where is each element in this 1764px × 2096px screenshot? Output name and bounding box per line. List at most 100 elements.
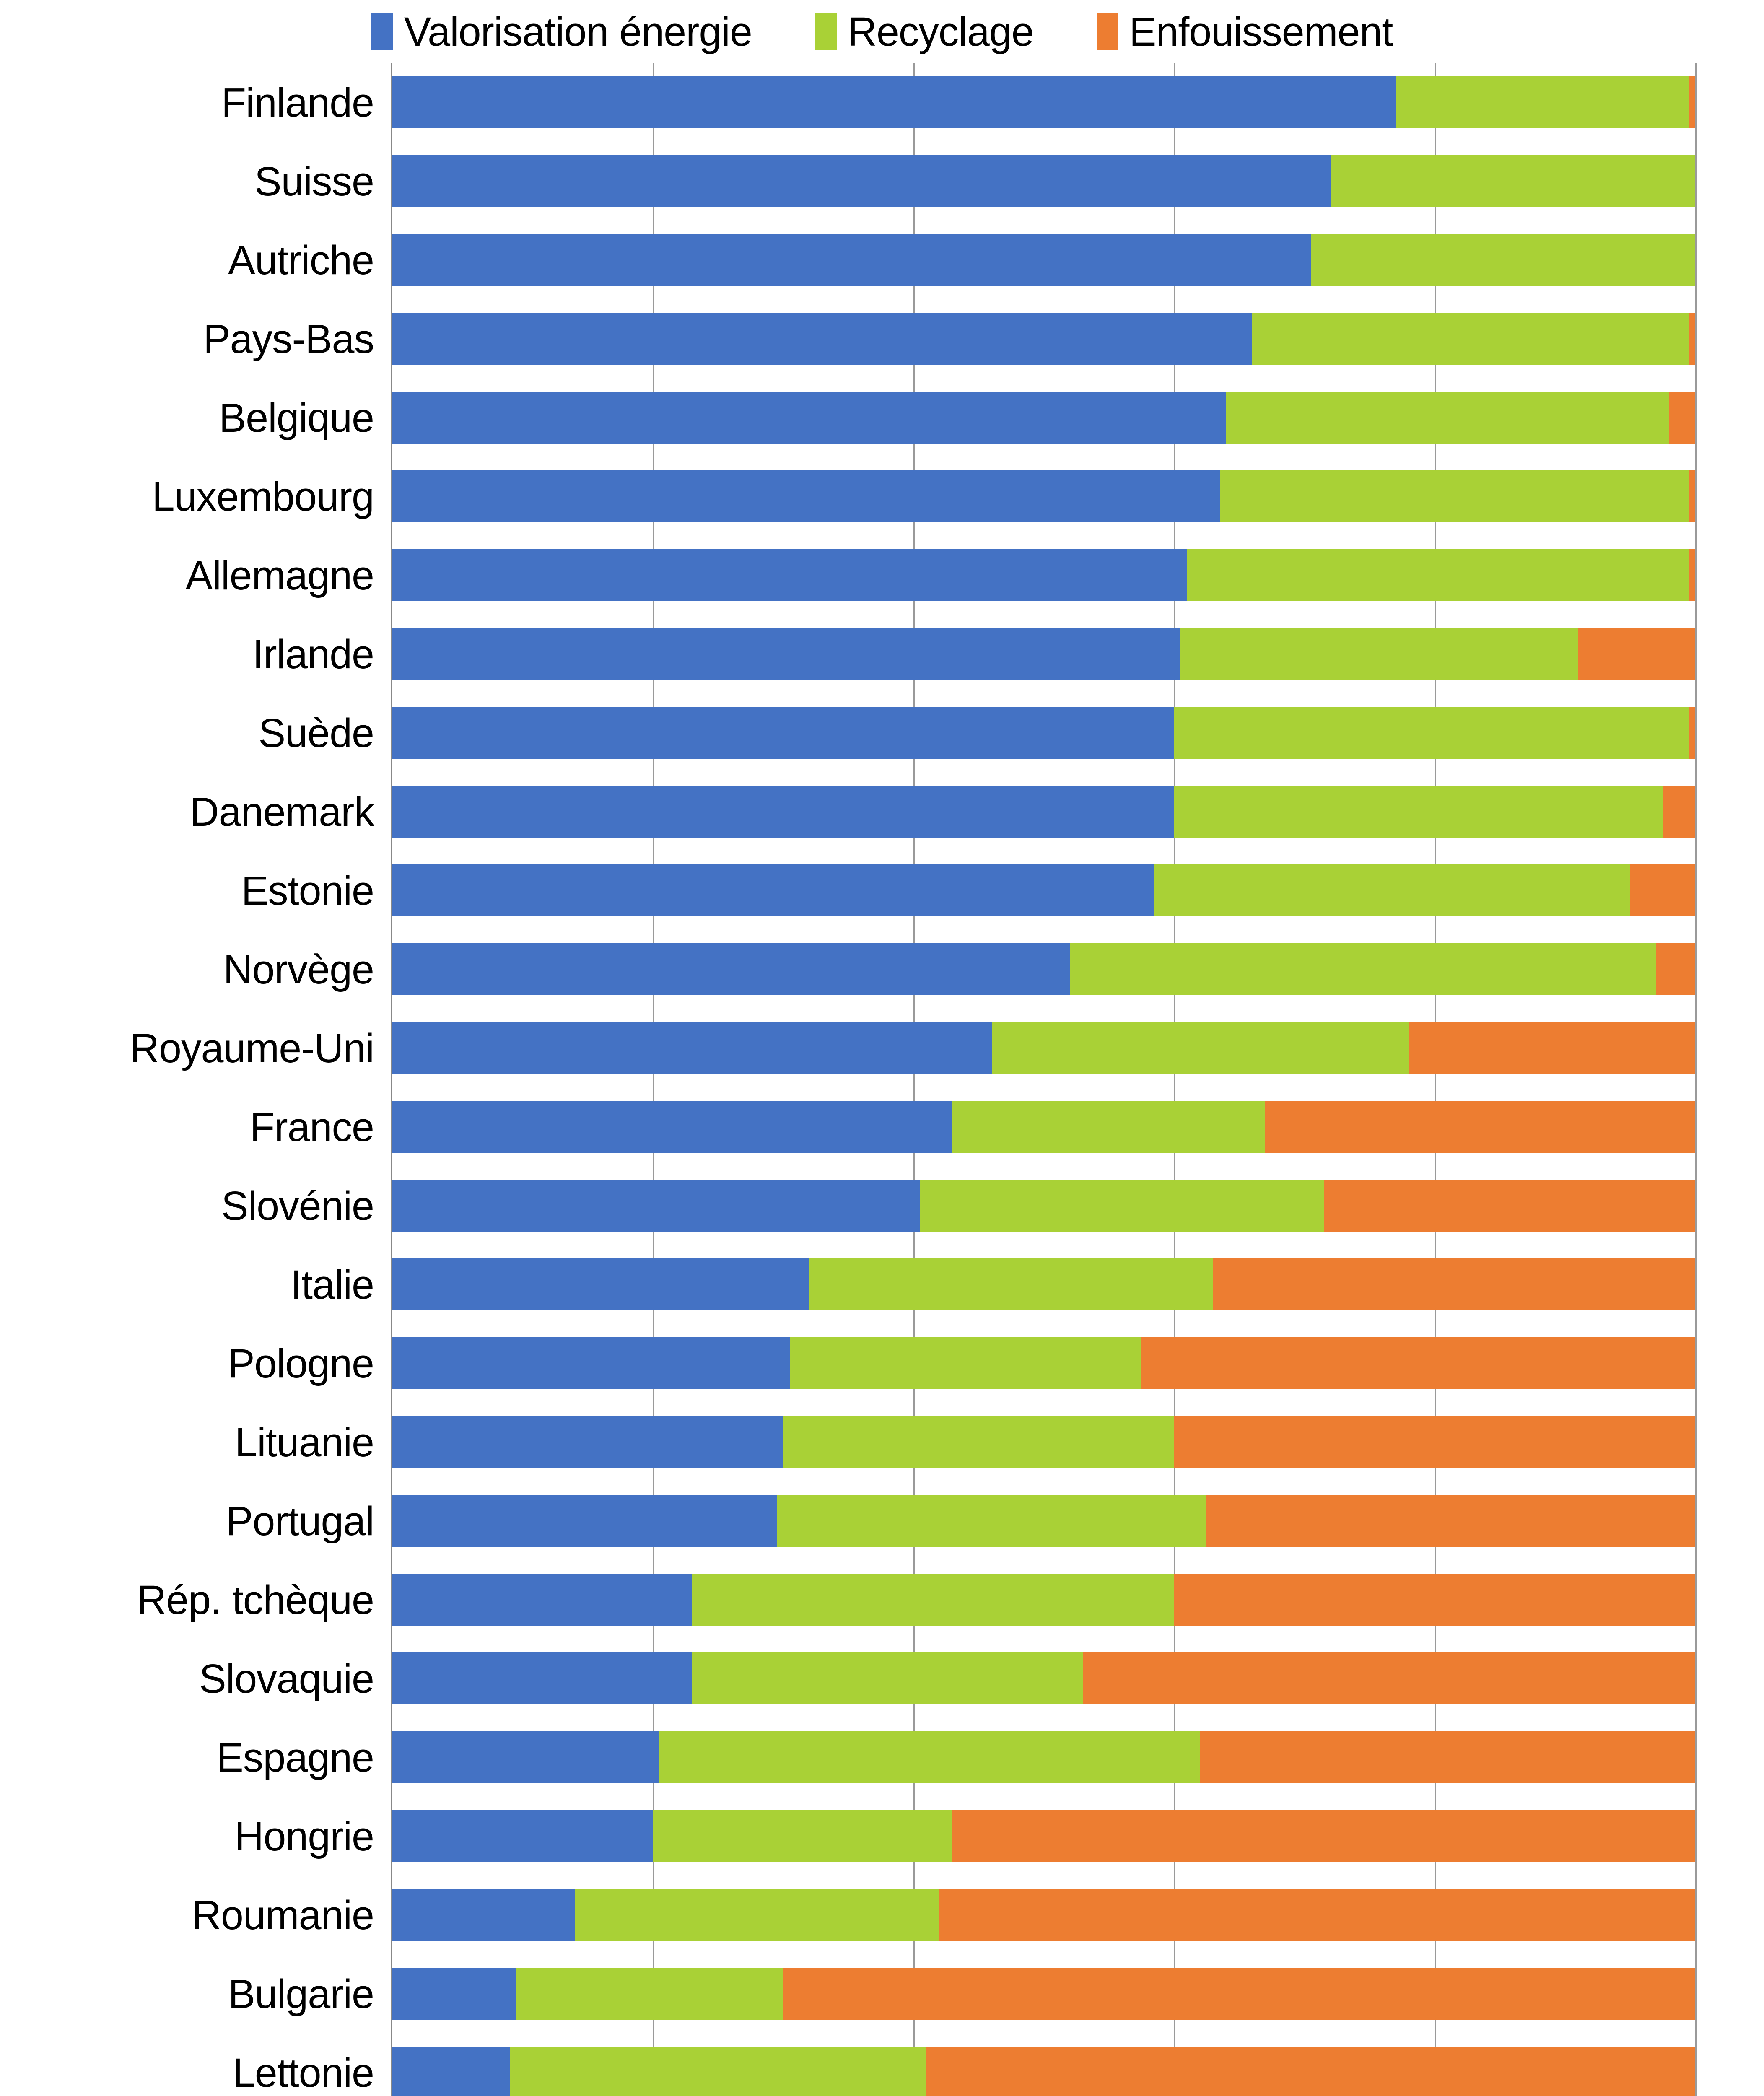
bar-segment[interactable]	[392, 234, 1311, 286]
bar-segment[interactable]	[392, 392, 1227, 444]
bar-segment[interactable]	[392, 1652, 692, 1704]
legend-item[interactable]: Enfouissement	[1096, 11, 1393, 52]
bar-segment[interactable]	[1252, 313, 1689, 365]
bar-stack[interactable]	[392, 786, 1695, 838]
bar-stack[interactable]	[392, 76, 1695, 128]
bar-stack[interactable]	[392, 470, 1695, 522]
bar-stack[interactable]	[392, 943, 1695, 995]
legend-item[interactable]: Valorisation énergie	[371, 11, 752, 52]
bar-segment[interactable]	[1578, 628, 1695, 680]
bar-segment[interactable]	[776, 1495, 1207, 1547]
bar-segment[interactable]	[1689, 313, 1695, 365]
bar-segment[interactable]	[1180, 628, 1578, 680]
bar-stack[interactable]	[392, 1337, 1695, 1389]
bar-segment[interactable]	[1656, 943, 1695, 995]
bar-segment[interactable]	[1070, 943, 1656, 995]
bar-segment[interactable]	[1689, 549, 1695, 601]
bar-segment[interactable]	[1396, 76, 1689, 128]
bar-segment[interactable]	[392, 549, 1187, 601]
bar-segment[interactable]	[392, 943, 1070, 995]
bar-segment[interactable]	[653, 1810, 953, 1862]
bar-segment[interactable]	[1330, 155, 1695, 207]
bar-segment[interactable]	[1174, 707, 1689, 759]
bar-segment[interactable]	[939, 1889, 1695, 1941]
bar-stack[interactable]	[392, 1968, 1695, 2020]
bar-segment[interactable]	[392, 786, 1174, 838]
bar-segment[interactable]	[575, 1889, 940, 1941]
bar-segment[interactable]	[392, 1101, 953, 1153]
bar-segment[interactable]	[1265, 1101, 1695, 1153]
bar-segment[interactable]	[692, 1652, 1083, 1704]
bar-stack[interactable]	[392, 234, 1695, 286]
bar-stack[interactable]	[392, 392, 1695, 444]
bar-segment[interactable]	[1669, 392, 1695, 444]
bar-segment[interactable]	[1324, 1180, 1695, 1232]
bar-segment[interactable]	[392, 470, 1220, 522]
bar-stack[interactable]	[392, 707, 1695, 759]
bar-segment[interactable]	[1226, 392, 1669, 444]
bar-stack[interactable]	[392, 549, 1695, 601]
bar-stack[interactable]	[392, 628, 1695, 680]
bar-stack[interactable]	[392, 1180, 1695, 1232]
bar-segment[interactable]	[809, 1258, 1214, 1310]
bar-segment[interactable]	[1174, 1574, 1695, 1626]
bar-segment[interactable]	[926, 2047, 1695, 2096]
bar-stack[interactable]	[392, 2047, 1695, 2096]
bar-stack[interactable]	[392, 1574, 1695, 1626]
bar-segment[interactable]	[659, 1731, 1200, 1783]
bar-segment[interactable]	[392, 864, 1155, 916]
bar-segment[interactable]	[1141, 1337, 1695, 1389]
bar-segment[interactable]	[1219, 470, 1689, 522]
bar-segment[interactable]	[1689, 76, 1695, 128]
bar-segment[interactable]	[392, 1889, 575, 1941]
bar-segment[interactable]	[1083, 1652, 1695, 1704]
bar-segment[interactable]	[392, 1258, 809, 1310]
bar-segment[interactable]	[1630, 864, 1695, 916]
bar-stack[interactable]	[392, 1101, 1695, 1153]
bar-stack[interactable]	[392, 1416, 1695, 1468]
bar-segment[interactable]	[516, 1968, 783, 2020]
bar-segment[interactable]	[392, 707, 1174, 759]
bar-segment[interactable]	[392, 313, 1253, 365]
bar-segment[interactable]	[783, 1968, 1695, 2020]
bar-segment[interactable]	[392, 628, 1181, 680]
bar-stack[interactable]	[392, 155, 1695, 207]
bar-segment[interactable]	[783, 1416, 1174, 1468]
bar-segment[interactable]	[1206, 1495, 1695, 1547]
bar-stack[interactable]	[392, 1889, 1695, 1941]
bar-segment[interactable]	[789, 1337, 1142, 1389]
bar-segment[interactable]	[920, 1180, 1324, 1232]
bar-segment[interactable]	[952, 1810, 1695, 1862]
legend-item[interactable]: Recyclage	[815, 11, 1034, 52]
bar-segment[interactable]	[392, 1180, 920, 1232]
bar-segment[interactable]	[392, 1022, 992, 1074]
bar-segment[interactable]	[1187, 549, 1689, 601]
bar-segment[interactable]	[1663, 786, 1695, 838]
bar-stack[interactable]	[392, 1495, 1695, 1547]
bar-stack[interactable]	[392, 1731, 1695, 1783]
bar-segment[interactable]	[392, 2047, 510, 2096]
bar-segment[interactable]	[1689, 707, 1695, 759]
bar-segment[interactable]	[392, 1731, 660, 1783]
bar-segment[interactable]	[392, 155, 1331, 207]
bar-segment[interactable]	[1154, 864, 1630, 916]
bar-segment[interactable]	[392, 1495, 777, 1547]
bar-segment[interactable]	[1409, 1022, 1695, 1074]
bar-segment[interactable]	[991, 1022, 1409, 1074]
bar-segment[interactable]	[1213, 1258, 1695, 1310]
bar-stack[interactable]	[392, 1022, 1695, 1074]
bar-segment[interactable]	[392, 1968, 516, 2020]
bar-segment[interactable]	[692, 1574, 1174, 1626]
bar-segment[interactable]	[1174, 1416, 1695, 1468]
bar-stack[interactable]	[392, 1652, 1695, 1704]
bar-segment[interactable]	[509, 2047, 927, 2096]
bar-segment[interactable]	[1174, 786, 1663, 838]
bar-segment[interactable]	[1200, 1731, 1695, 1783]
bar-stack[interactable]	[392, 1258, 1695, 1310]
bar-segment[interactable]	[392, 76, 1396, 128]
bar-segment[interactable]	[392, 1416, 783, 1468]
bar-stack[interactable]	[392, 313, 1695, 365]
bar-segment[interactable]	[392, 1574, 692, 1626]
bar-segment[interactable]	[952, 1101, 1266, 1153]
bar-segment[interactable]	[1689, 470, 1695, 522]
